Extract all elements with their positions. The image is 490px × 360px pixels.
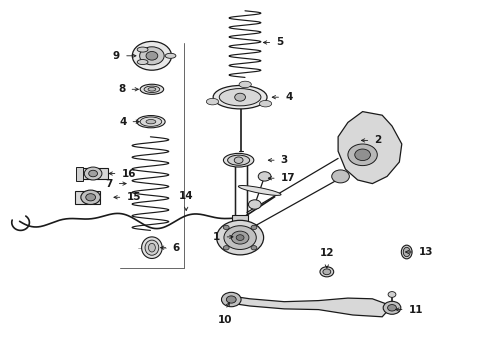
Ellipse shape — [137, 59, 148, 64]
Text: 8: 8 — [118, 84, 125, 94]
Text: 13: 13 — [418, 247, 433, 257]
Circle shape — [251, 246, 257, 250]
Ellipse shape — [137, 47, 148, 52]
Circle shape — [146, 51, 158, 60]
Bar — [232, 215, 248, 230]
Ellipse shape — [234, 157, 243, 163]
Circle shape — [231, 231, 249, 244]
Text: 2: 2 — [374, 135, 382, 145]
Ellipse shape — [145, 240, 159, 255]
Ellipse shape — [213, 85, 267, 109]
Ellipse shape — [238, 185, 281, 195]
Circle shape — [258, 172, 271, 181]
Polygon shape — [338, 112, 402, 184]
Polygon shape — [225, 295, 392, 317]
Text: 5: 5 — [276, 37, 284, 48]
Circle shape — [355, 149, 370, 161]
Circle shape — [86, 194, 96, 201]
Circle shape — [223, 246, 229, 250]
Ellipse shape — [401, 245, 412, 259]
Circle shape — [248, 200, 261, 209]
Bar — [78, 168, 108, 179]
Ellipse shape — [220, 89, 261, 106]
Text: 17: 17 — [281, 173, 295, 183]
Circle shape — [388, 305, 396, 311]
Ellipse shape — [148, 87, 156, 91]
Circle shape — [348, 144, 377, 166]
Circle shape — [226, 296, 236, 303]
Text: 1: 1 — [213, 232, 220, 242]
Ellipse shape — [323, 269, 331, 275]
Ellipse shape — [206, 98, 219, 105]
Circle shape — [217, 220, 264, 255]
Circle shape — [89, 170, 98, 177]
Text: 9: 9 — [113, 51, 120, 61]
Circle shape — [332, 170, 349, 183]
Circle shape — [383, 301, 401, 314]
Ellipse shape — [223, 153, 254, 167]
Ellipse shape — [403, 247, 410, 257]
Ellipse shape — [142, 237, 162, 258]
Ellipse shape — [148, 243, 155, 252]
Ellipse shape — [137, 116, 165, 128]
Circle shape — [81, 190, 100, 204]
Text: 6: 6 — [172, 243, 180, 253]
Circle shape — [221, 292, 241, 307]
Bar — [76, 167, 83, 181]
Circle shape — [140, 47, 164, 65]
Text: 10: 10 — [218, 315, 233, 325]
Ellipse shape — [146, 120, 156, 124]
Circle shape — [84, 167, 102, 180]
Circle shape — [223, 225, 229, 230]
Ellipse shape — [140, 84, 164, 94]
Text: 12: 12 — [319, 248, 334, 258]
Text: 11: 11 — [409, 305, 423, 315]
Text: 16: 16 — [122, 168, 136, 179]
Ellipse shape — [165, 53, 176, 58]
Text: 4: 4 — [119, 117, 126, 127]
Text: 4: 4 — [285, 92, 293, 102]
Circle shape — [132, 41, 172, 70]
Ellipse shape — [235, 93, 245, 101]
Ellipse shape — [144, 86, 160, 93]
Ellipse shape — [320, 267, 334, 277]
Text: 7: 7 — [105, 179, 113, 189]
Text: 15: 15 — [126, 192, 141, 202]
Text: 14: 14 — [179, 190, 194, 201]
Circle shape — [236, 235, 244, 240]
Ellipse shape — [227, 155, 249, 165]
Bar — [75, 191, 100, 204]
Ellipse shape — [140, 117, 162, 126]
Circle shape — [251, 225, 257, 230]
Ellipse shape — [239, 81, 251, 88]
Circle shape — [224, 226, 256, 249]
Ellipse shape — [259, 100, 271, 107]
Text: 3: 3 — [281, 155, 288, 165]
Circle shape — [388, 292, 396, 297]
